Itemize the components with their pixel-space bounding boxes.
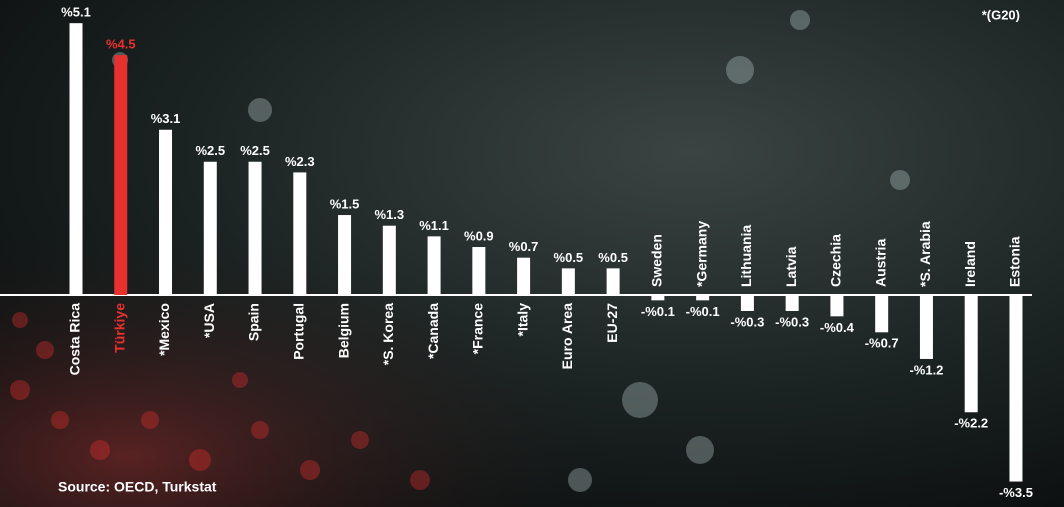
bar [1009, 295, 1023, 482]
value-label: %2.3 [285, 154, 315, 169]
bar [69, 23, 83, 295]
category-label: *France [470, 303, 486, 355]
source: Source: OECD, Turkstat [58, 479, 217, 495]
category-label: Türkiye [111, 303, 127, 353]
value-label: %1.5 [330, 196, 360, 211]
bar [651, 295, 665, 301]
bar [875, 295, 889, 333]
category-label: *Italy [514, 303, 530, 337]
category-label: Portugal [291, 303, 307, 360]
value-label: -%0.7 [865, 336, 899, 351]
value-label: %5.1 [61, 5, 91, 20]
value-label: -%1.2 [909, 362, 943, 377]
bar [427, 236, 441, 295]
category-label: Czechia [828, 234, 844, 287]
bar [785, 295, 799, 311]
category-label: Ireland [962, 241, 978, 287]
bar [248, 161, 262, 295]
bar [293, 172, 307, 295]
bar [338, 215, 352, 295]
category-label: Lithuania [738, 225, 754, 287]
annotation: *(G20) [982, 7, 1020, 22]
value-label: -%0.1 [686, 304, 720, 319]
value-label: %0.7 [509, 239, 539, 254]
category-label: Austria [872, 239, 888, 287]
category-label: *S. Arabia [917, 221, 933, 287]
bar [203, 161, 217, 295]
category-label: *Germany [693, 221, 709, 287]
value-label: -%0.3 [730, 314, 764, 329]
category-label: Belgium [335, 303, 351, 358]
value-label: %0.5 [554, 250, 584, 265]
bar [964, 295, 978, 413]
value-label: %4.5 [106, 37, 136, 52]
value-label: %1.3 [374, 207, 404, 222]
value-label: %1.1 [419, 218, 449, 233]
value-label: -%0.3 [775, 314, 809, 329]
bar [159, 129, 173, 295]
bar [472, 247, 486, 295]
bar [696, 295, 710, 301]
value-label: %3.1 [151, 111, 181, 126]
bar [517, 257, 531, 295]
category-label: EU-27 [604, 303, 620, 343]
category-label: Euro Area [559, 303, 575, 370]
bar [740, 295, 754, 311]
value-label: %2.5 [195, 143, 225, 158]
bar [561, 268, 575, 295]
value-label: %0.9 [464, 228, 494, 243]
category-label: *S. Korea [380, 303, 396, 365]
bar [606, 268, 620, 295]
category-label: *Canada [425, 303, 441, 359]
value-label: -%2.2 [954, 416, 988, 431]
bar [919, 295, 933, 359]
category-label: Estonia [1007, 236, 1023, 287]
category-label: Latvia [783, 246, 799, 287]
bar [114, 55, 128, 296]
category-label: *Mexico [156, 303, 172, 356]
value-label: -%0.1 [641, 304, 675, 319]
category-label: Spain [246, 303, 262, 341]
category-label: *USA [201, 303, 217, 338]
bar [830, 295, 844, 317]
value-label: %2.5 [240, 143, 270, 158]
value-label: %0.5 [598, 250, 628, 265]
category-label: Costa Rica [67, 303, 83, 376]
bar [382, 225, 396, 295]
category-label: Sweden [649, 234, 665, 287]
value-label: -%0.4 [820, 320, 855, 335]
value-label: -%3.5 [999, 485, 1033, 500]
